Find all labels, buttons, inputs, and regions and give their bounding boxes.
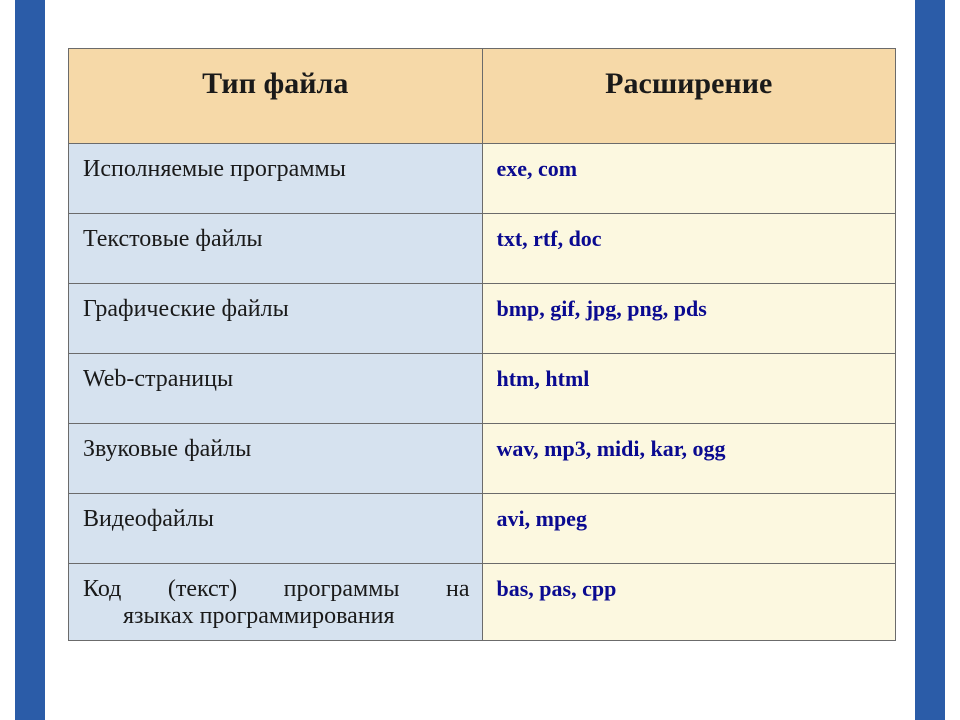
cell-ext: txt, rtf, doc <box>482 214 896 284</box>
cell-type: Web-страницы <box>69 354 483 424</box>
col-header-type: Тип файла <box>69 49 483 144</box>
table-row: Видеофайлы avi, mpeg <box>69 494 896 564</box>
table-row: Исполняемые программы exe, com <box>69 144 896 214</box>
cell-type-line2: языках программирования <box>83 603 470 630</box>
table-row: Код (текст) программы на языках программ… <box>69 564 896 641</box>
cell-ext: bmp, gif, jpg, png, pds <box>482 284 896 354</box>
table: Тип файла Расширение Исполняемые програм… <box>68 48 896 641</box>
col-header-ext: Расширение <box>482 49 896 144</box>
cell-ext: htm, html <box>482 354 896 424</box>
file-types-table: Тип файла Расширение Исполняемые програм… <box>68 48 896 641</box>
cell-type: Видеофайлы <box>69 494 483 564</box>
cell-type: Текстовые файлы <box>69 214 483 284</box>
table-row: Графические файлы bmp, gif, jpg, png, pd… <box>69 284 896 354</box>
cell-type: Код (текст) программы на языках программ… <box>69 564 483 641</box>
cell-type: Графические файлы <box>69 284 483 354</box>
cell-type-line1: Код (текст) программы на <box>83 576 470 603</box>
cell-ext: avi, mpeg <box>482 494 896 564</box>
cell-ext: exe, com <box>482 144 896 214</box>
cell-ext: bas, pas, cpp <box>482 564 896 641</box>
table-row: Web-страницы htm, html <box>69 354 896 424</box>
cell-type: Исполняемые программы <box>69 144 483 214</box>
table-row: Звуковые файлы wav, mp3, midi, kar, ogg <box>69 424 896 494</box>
table-row: Текстовые файлы txt, rtf, doc <box>69 214 896 284</box>
table-header-row: Тип файла Расширение <box>69 49 896 144</box>
cell-ext: wav, mp3, midi, kar, ogg <box>482 424 896 494</box>
cell-type: Звуковые файлы <box>69 424 483 494</box>
